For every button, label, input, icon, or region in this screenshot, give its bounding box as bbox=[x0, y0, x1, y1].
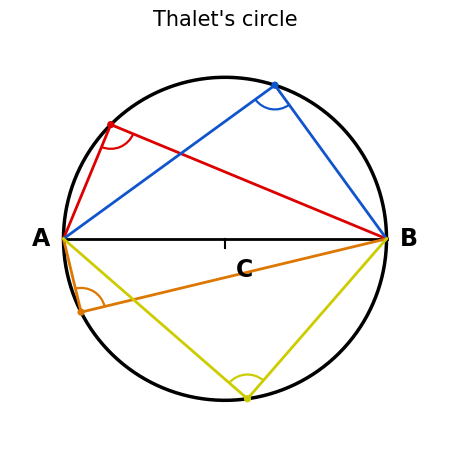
Text: B: B bbox=[400, 227, 418, 251]
Circle shape bbox=[244, 396, 250, 402]
Title: Thalet's circle: Thalet's circle bbox=[153, 10, 297, 30]
Circle shape bbox=[272, 82, 278, 88]
Text: C: C bbox=[236, 258, 253, 282]
Text: A: A bbox=[32, 227, 50, 251]
Circle shape bbox=[78, 309, 84, 315]
Circle shape bbox=[108, 122, 114, 127]
